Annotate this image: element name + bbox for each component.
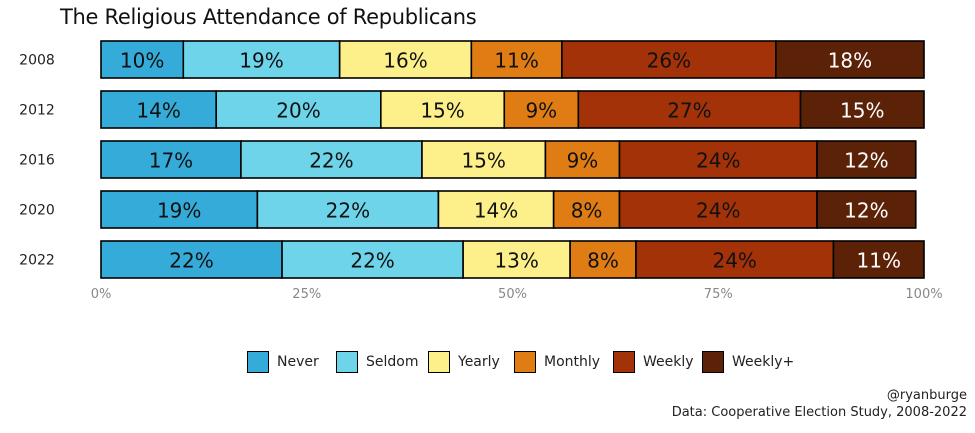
legend-swatch xyxy=(702,351,724,373)
data-label-monthly-2016: 9% xyxy=(567,149,599,173)
legend-item-weekly: Weekly xyxy=(613,348,694,376)
legend-item-seldom: Seldom xyxy=(336,348,418,376)
bar-weekly-2020 xyxy=(618,190,818,229)
data-label-yearly-2016: 15% xyxy=(461,149,505,173)
data-label-monthly-2022: 8% xyxy=(587,249,619,273)
category-label-2008: 2008 xyxy=(19,53,55,69)
chart-title: The Religious Attendance of Republicans xyxy=(60,5,477,29)
data-label-yearly-2020: 14% xyxy=(474,199,518,223)
data-label-yearly-2022: 13% xyxy=(494,249,538,273)
legend-swatch xyxy=(336,351,358,373)
data-label-weekly-2020: 24% xyxy=(696,199,740,223)
legend-item-monthly: Monthly xyxy=(514,348,600,376)
x-tick-label: 0% xyxy=(91,287,112,302)
data-label-seldom-2022: 22% xyxy=(350,249,394,273)
category-label-2020: 2020 xyxy=(19,203,55,219)
data-label-weekly-2022: 24% xyxy=(712,249,756,273)
bar-weekly-plus-2022 xyxy=(832,240,925,279)
data-label-never-2022: 22% xyxy=(169,249,213,273)
bar-weekly-2016 xyxy=(618,140,818,179)
bar-weekly-plus-2016 xyxy=(816,140,917,179)
legend-label: Weekly xyxy=(643,354,694,370)
bar-weekly-plus-2008 xyxy=(775,40,925,79)
data-label-seldom-2020: 22% xyxy=(326,199,370,223)
data-label-weekly-2016: 24% xyxy=(696,149,740,173)
bar-weekly-plus-2020 xyxy=(816,190,917,229)
data-label-never-2012: 14% xyxy=(136,99,180,123)
data-label-weekly-plus-2012: 15% xyxy=(840,99,884,123)
bar-monthly-2016 xyxy=(544,140,621,179)
data-label-yearly-2008: 16% xyxy=(383,49,427,73)
data-label-weekly-plus-2022: 11% xyxy=(857,249,901,273)
bar-seldom-2008 xyxy=(182,40,341,79)
data-label-never-2016: 17% xyxy=(149,149,193,173)
data-label-monthly-2020: 8% xyxy=(571,199,603,223)
bar-seldom-2016 xyxy=(240,140,423,179)
data-label-monthly-2008: 11% xyxy=(494,49,538,73)
bar-yearly-2020 xyxy=(437,190,555,229)
bar-never-2008 xyxy=(100,40,185,79)
legend-item-never: Never xyxy=(247,348,319,376)
category-label-2012: 2012 xyxy=(19,103,55,119)
x-tick-label: 75% xyxy=(704,287,733,302)
x-tick-label: 100% xyxy=(905,287,942,302)
legend-label: Seldom xyxy=(366,354,419,370)
bar-seldom-2012 xyxy=(215,90,382,129)
bar-weekly-2008 xyxy=(561,40,777,79)
legend-label: Weekly+ xyxy=(732,354,795,370)
bar-monthly-2012 xyxy=(503,90,580,129)
bar-monthly-2008 xyxy=(470,40,563,79)
chart-legend: Never Seldom Yearly Monthly Weekly Weekly+ xyxy=(0,348,975,376)
data-label-monthly-2012: 9% xyxy=(525,99,557,123)
x-tick-label: 25% xyxy=(292,287,321,302)
data-label-weekly-plus-2016: 12% xyxy=(844,149,888,173)
bar-yearly-2016 xyxy=(421,140,547,179)
legend-item-weekly-plus: Weekly+ xyxy=(702,348,794,376)
bar-monthly-2020 xyxy=(552,190,621,229)
data-label-never-2008: 10% xyxy=(120,49,164,73)
data-label-weekly-2012: 27% xyxy=(667,99,711,123)
data-label-yearly-2012: 15% xyxy=(420,99,464,123)
legend-swatch xyxy=(613,351,635,373)
legend-swatch xyxy=(514,351,536,373)
legend-label: Yearly xyxy=(458,354,500,370)
legend-item-yearly: Yearly xyxy=(428,348,500,376)
bar-weekly-plus-2012 xyxy=(799,90,925,129)
credit-handle: @ryanburge xyxy=(886,388,967,403)
chart-plot: 2008 10% 19% 16% 11% 26% 18% 2012 14% 20% 15% 9% 27%… xyxy=(19,40,943,302)
data-label-weekly-plus-2008: 18% xyxy=(828,49,872,73)
bar-never-2020 xyxy=(100,190,259,229)
category-label-2016: 2016 xyxy=(19,153,55,169)
legend-swatch xyxy=(428,351,450,373)
credit-source: Data: Cooperative Election Study, 2008-2… xyxy=(671,405,967,420)
legend-label: Never xyxy=(277,354,319,370)
bar-never-2022 xyxy=(100,240,283,279)
category-label-2022: 2022 xyxy=(19,253,55,269)
data-label-weekly-2008: 26% xyxy=(647,49,691,73)
bar-yearly-2008 xyxy=(338,40,473,79)
bar-yearly-2012 xyxy=(380,90,506,129)
bar-seldom-2022 xyxy=(281,240,464,279)
x-tick-label: 50% xyxy=(498,287,527,302)
legend-swatch xyxy=(247,351,269,373)
data-label-seldom-2016: 22% xyxy=(309,149,353,173)
data-label-seldom-2012: 20% xyxy=(276,99,320,123)
data-label-seldom-2008: 19% xyxy=(239,49,283,73)
bar-weekly-2012 xyxy=(577,90,802,129)
data-label-weekly-plus-2020: 12% xyxy=(844,199,888,223)
legend-label: Monthly xyxy=(544,354,601,370)
bar-weekly-2022 xyxy=(635,240,835,279)
bar-never-2016 xyxy=(100,140,242,179)
data-label-never-2020: 19% xyxy=(157,199,201,223)
